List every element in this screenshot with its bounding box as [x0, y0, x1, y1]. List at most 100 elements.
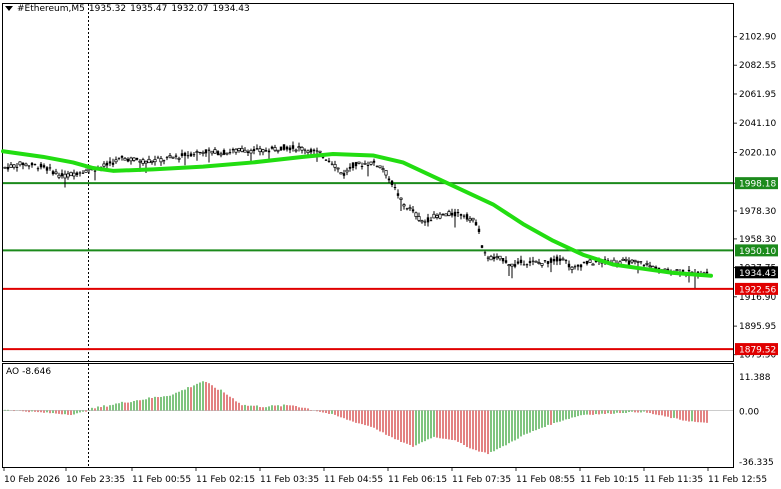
candle-body-bear — [51, 171, 55, 175]
candle-body-bear — [30, 162, 34, 166]
price-tick-label: 2102.90 — [739, 33, 776, 43]
candle-body-bear — [222, 150, 226, 155]
candle-body-bear — [492, 256, 496, 260]
candle-body-bull — [273, 147, 277, 151]
candle-body-bear — [321, 156, 325, 158]
candle-body-bear — [21, 162, 25, 166]
ao-axis-label: 11.388 — [739, 373, 771, 383]
candle-body-bear — [267, 150, 271, 153]
price-tags: 1998.18 1950.10 1922.56 1879.52 1934.43 — [735, 177, 778, 356]
ao-axis-label: -36.335 — [739, 458, 774, 468]
ao-axis-label: 0.00 — [739, 408, 759, 418]
candle-body-bull — [468, 218, 472, 222]
time-tick-label: 11 Feb 03:35 — [260, 475, 319, 485]
candle-body-bull — [537, 262, 541, 264]
candle-body-bull — [261, 149, 265, 153]
dropdown-arrow-icon[interactable] — [5, 5, 13, 11]
candle-body-bear — [543, 260, 547, 262]
price-tick-label: 1916.90 — [739, 293, 776, 303]
candle-body-bull — [201, 151, 205, 154]
horizontal-levels — [3, 182, 733, 351]
candle-body-bull — [195, 151, 199, 153]
candle-body-bear — [270, 146, 274, 149]
ao-label: AO -8.646 — [6, 366, 54, 378]
candle-body-bear — [348, 166, 352, 169]
candle-body-bear — [573, 266, 577, 268]
candle-body-bear — [282, 144, 286, 150]
candle-body-bull — [363, 163, 367, 165]
candle-body-bull — [402, 204, 406, 207]
candle-body-bull — [12, 164, 16, 168]
candle-body-bull — [591, 263, 595, 266]
candle-body-bull — [381, 168, 385, 170]
candle-body-bear — [459, 214, 463, 216]
candle-body-bear — [204, 149, 208, 154]
candle-body-bull — [498, 255, 502, 260]
candle-body-bear — [681, 269, 685, 272]
candle-body-bull — [333, 164, 337, 168]
candle-body-bear — [246, 151, 250, 153]
candle-body-bull — [420, 220, 424, 223]
candle-body-bear — [555, 256, 559, 262]
candle-body-bear — [105, 162, 109, 166]
candle-body-bear — [501, 258, 505, 262]
last-price-tag-bg — [735, 266, 778, 279]
candle-body-bear — [567, 263, 571, 268]
candle-body-bear — [81, 172, 85, 174]
candle-body-bear — [477, 228, 481, 232]
candle-body-bear — [558, 258, 562, 262]
time-tick-label: 11 Feb 04:55 — [324, 475, 383, 485]
candle-body-bear — [228, 152, 232, 154]
candle-body-bear — [396, 193, 400, 196]
candle-body-bear — [351, 162, 355, 168]
candle-body-bear — [465, 214, 469, 220]
candle-body-bear — [687, 269, 691, 272]
candle-body-bear — [576, 264, 580, 267]
candle-body-bull — [147, 158, 151, 164]
time-axis: 10 Feb 2026 10 Feb 23:35 11 Feb 00:55 11 Fe… — [3, 467, 767, 485]
candle-body-bear — [48, 167, 52, 169]
candle-body-bear — [33, 164, 37, 166]
level-tag-bg — [735, 177, 778, 190]
time-tick-label: 11 Feb 10:15 — [580, 475, 639, 485]
candle-body-bull — [318, 150, 322, 153]
candle-body-bear — [522, 264, 526, 266]
candle-body-bear — [411, 209, 415, 212]
candle-body-bear — [456, 212, 460, 214]
candle-body-bear — [120, 155, 124, 158]
time-tick-label: 11 Feb 02:15 — [196, 475, 255, 485]
candle-body-bear — [705, 271, 709, 274]
candle-body-bull — [234, 148, 238, 153]
level-tag-bg — [735, 282, 778, 295]
candle-body-bear — [429, 220, 433, 222]
high-value: 1935.47 — [130, 4, 168, 14]
time-tick-label: 11 Feb 00:55 — [132, 475, 191, 485]
candle-body-bull — [171, 156, 175, 159]
candle-body-bear — [189, 153, 193, 157]
candle-body-bull — [408, 207, 412, 210]
candle-body-bull — [630, 259, 634, 263]
candle-body-bear — [327, 160, 331, 163]
candle-body-bull — [84, 169, 88, 173]
candle-body-bull — [648, 265, 652, 268]
candle-body-bear — [312, 149, 316, 152]
level-tag-label: 1998.18 — [739, 180, 776, 190]
candle-body-bull — [249, 150, 253, 154]
candle-body-bear — [192, 154, 196, 156]
price-tick-label: 2082.55 — [739, 61, 776, 71]
candle-body-bear — [360, 166, 364, 168]
candle-body-bear — [474, 222, 478, 226]
candle-body-bear — [255, 148, 259, 150]
candle-body-bear — [309, 149, 313, 153]
candle-body-bear — [642, 265, 646, 267]
candle-body-bull — [123, 158, 127, 161]
candle-body-bull — [102, 163, 106, 167]
candle-body-bear — [279, 146, 283, 151]
candle-body-bull — [621, 258, 625, 261]
candle-body-bull — [489, 256, 493, 261]
candle-body-bear — [528, 261, 532, 264]
candle-body-bull — [417, 216, 421, 221]
candle-body-bear — [354, 162, 358, 167]
candle-body-bear — [324, 159, 328, 161]
